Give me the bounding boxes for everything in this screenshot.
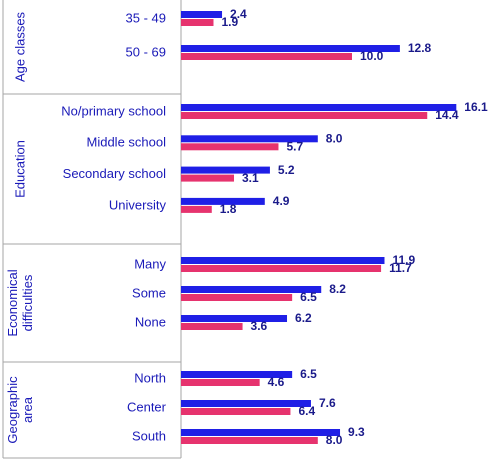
data-label: 4.9 <box>273 194 290 208</box>
category-label: None <box>135 314 166 329</box>
category-label: Middle school <box>87 135 167 150</box>
data-label: 12.8 <box>408 41 432 55</box>
data-label: 16.1 <box>464 100 488 114</box>
data-label: 6.5 <box>300 367 317 381</box>
bar-series-1 <box>181 104 457 111</box>
bar-series-1 <box>181 135 318 143</box>
bar-series-1 <box>181 197 265 205</box>
bar-series-2 <box>181 174 235 182</box>
group-label: Geographic <box>5 376 20 444</box>
group-label: Economical <box>5 269 20 336</box>
bar-series-2 <box>181 294 293 301</box>
data-label: 4.6 <box>268 375 285 389</box>
bar-series-2 <box>181 379 260 386</box>
group-label: Education <box>12 140 27 198</box>
data-label: 1.9 <box>221 15 238 29</box>
bar-series-2 <box>181 143 279 151</box>
data-label: 5.7 <box>286 139 303 153</box>
bar-series-1 <box>181 371 293 378</box>
bar-series-1 <box>181 400 311 407</box>
bar-series-2 <box>181 323 243 330</box>
data-label: 8.0 <box>326 433 343 447</box>
bar-series-2 <box>181 408 291 415</box>
data-label: 10.0 <box>360 49 384 63</box>
data-label: 14.4 <box>435 108 459 122</box>
bar-series-2 <box>181 437 318 444</box>
data-label: 6.4 <box>298 404 315 418</box>
group-label: difficulties <box>20 274 35 331</box>
bar-series-2 <box>181 112 428 119</box>
bar-series-1 <box>181 429 341 436</box>
category-label: University <box>109 197 167 212</box>
bar-series-1 <box>181 11 223 18</box>
bar-series-2 <box>181 205 212 213</box>
category-label: North <box>134 370 166 385</box>
category-label: Center <box>127 399 167 414</box>
category-label: Secondary school <box>63 166 166 181</box>
category-label: 35 - 49 <box>126 10 166 25</box>
data-label: 3.6 <box>251 319 268 333</box>
data-label: 6.2 <box>295 311 312 325</box>
data-label: 11.7 <box>389 261 412 275</box>
data-label: 7.6 <box>319 396 336 410</box>
bar-series-1 <box>181 166 270 174</box>
category-label: South <box>132 428 166 443</box>
data-label: 2.4 <box>230 7 247 21</box>
data-label: 11.9 <box>392 253 415 267</box>
data-label: 1.8 <box>220 202 237 216</box>
bar-series-1 <box>181 315 288 322</box>
group-label: Age classes <box>12 11 27 82</box>
category-label: 50 - 69 <box>126 44 166 59</box>
bar-series-2 <box>181 53 352 60</box>
category-label: Some <box>132 285 166 300</box>
bar-series-1 <box>181 286 322 293</box>
data-label: 3.1 <box>242 171 259 185</box>
data-label: 8.0 <box>326 131 343 145</box>
data-label: 9.3 <box>348 425 365 439</box>
group-label: area <box>20 396 35 423</box>
category-label: Many <box>134 256 166 271</box>
data-label: 5.2 <box>278 163 295 177</box>
data-label: 8.2 <box>329 282 346 296</box>
data-label: 6.5 <box>300 290 317 304</box>
category-label: No/primary school <box>61 103 166 118</box>
bar-series-2 <box>181 19 214 26</box>
bar-series-2 <box>181 265 382 272</box>
bar-series-1 <box>181 257 385 264</box>
bar-series-1 <box>181 45 400 52</box>
